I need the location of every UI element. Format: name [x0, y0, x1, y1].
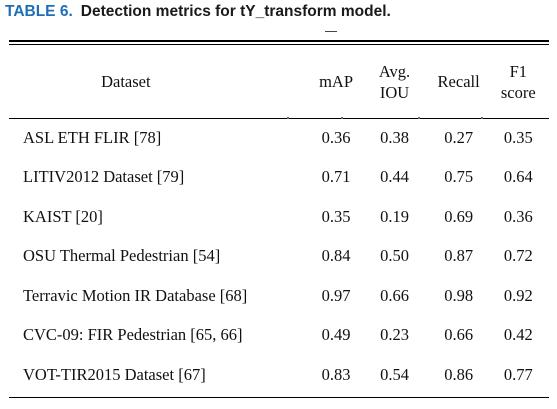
- top-rule-thick: [9, 40, 549, 42]
- cell-map: 0.97: [321, 285, 351, 305]
- top-rule-thin: [9, 44, 549, 45]
- cell-recall: 0.66: [444, 325, 474, 345]
- header-f1-score: F1 score: [488, 45, 549, 118]
- cell-map: 0.84: [321, 246, 351, 266]
- table-row: CVC-09: FIR Pedestrian [65, 66] 0.49 0.2…: [9, 316, 549, 356]
- table-label: TABLE 6.: [5, 3, 73, 20]
- cell-iou: 0.19: [380, 206, 409, 226]
- header-rule: [9, 118, 549, 119]
- cell-f1: 0.35: [503, 127, 533, 147]
- cell-recall: 0.27: [444, 127, 474, 147]
- cell-recall: 0.69: [444, 206, 474, 226]
- cell-dataset: VOT-TIR2015 Dataset [67]: [23, 364, 206, 384]
- column-tick: [418, 117, 420, 119]
- table-row: LITIV2012 Dataset [79] 0.71 0.44 0.75 0.…: [9, 158, 549, 198]
- cell-dataset: ASL ETH FLIR [78]: [23, 127, 162, 147]
- cell-map: 0.35: [321, 206, 351, 226]
- cell-dataset: KAIST [20]: [23, 206, 103, 226]
- header-avg-iou-line1: Avg.: [378, 61, 411, 81]
- cell-iou: 0.54: [380, 364, 409, 384]
- bottom-rule: [9, 397, 549, 398]
- cell-f1: 0.77: [503, 364, 533, 384]
- cell-f1: 0.72: [503, 246, 533, 266]
- cell-iou: 0.66: [380, 285, 409, 305]
- table-caption: TABLE 6. Detection metrics for tY_transfo…: [5, 3, 391, 21]
- cell-f1: 0.36: [503, 206, 533, 226]
- column-tick: [287, 117, 289, 119]
- cell-dataset: OSU Thermal Pedestrian [54]: [23, 246, 221, 266]
- table-row: Terravic Motion IR Database [68] 0.97 0.…: [9, 276, 549, 316]
- cell-map: 0.49: [321, 325, 351, 345]
- table-title: Detection metrics for tY_transform model…: [80, 3, 391, 20]
- cell-dataset: Terravic Motion IR Database [68]: [23, 285, 248, 305]
- header-f1-line2: score: [500, 82, 536, 102]
- cell-iou: 0.23: [380, 325, 409, 345]
- column-tick: [341, 117, 343, 119]
- cell-recall: 0.87: [444, 246, 474, 266]
- header-dataset: Dataset: [101, 72, 151, 91]
- table-row: OSU Thermal Pedestrian [54] 0.84 0.50 0.…: [9, 237, 549, 277]
- header-f1-line1: F1: [509, 61, 528, 81]
- metrics-table: Dataset mAP Avg. IOU Recall F1 score ASL E…: [9, 45, 549, 395]
- cell-map: 0.71: [321, 167, 351, 187]
- decorative-dash: [325, 31, 337, 32]
- cell-dataset: LITIV2012 Dataset [79]: [23, 167, 185, 187]
- cell-f1: 0.64: [503, 167, 533, 187]
- cell-recall: 0.75: [444, 167, 474, 187]
- header-avg-iou-line2: IOU: [379, 82, 410, 102]
- cell-recall: 0.86: [444, 364, 474, 384]
- header-row: Dataset mAP Avg. IOU Recall F1 score: [9, 45, 549, 118]
- header-recall: Recall: [437, 72, 480, 91]
- cell-iou: 0.38: [380, 127, 409, 147]
- cell-map: 0.36: [321, 127, 351, 147]
- table-row: ASL ETH FLIR [78] 0.36 0.38 0.27 0.35: [9, 118, 549, 158]
- cell-f1: 0.42: [503, 325, 533, 345]
- cell-map: 0.83: [321, 364, 351, 384]
- cell-f1: 0.92: [503, 285, 533, 305]
- header-map: mAP: [319, 72, 353, 91]
- table-row: KAIST [20] 0.35 0.19 0.69 0.36: [9, 197, 549, 237]
- header-avg-iou: Avg. IOU: [359, 45, 429, 118]
- table-row: VOT-TIR2015 Dataset [67] 0.83 0.54 0.86 …: [9, 355, 549, 395]
- cell-iou: 0.44: [380, 167, 409, 187]
- cell-recall: 0.98: [444, 285, 474, 305]
- column-tick: [481, 117, 483, 119]
- cell-dataset: CVC-09: FIR Pedestrian [65, 66]: [23, 325, 243, 345]
- cell-iou: 0.50: [380, 246, 409, 266]
